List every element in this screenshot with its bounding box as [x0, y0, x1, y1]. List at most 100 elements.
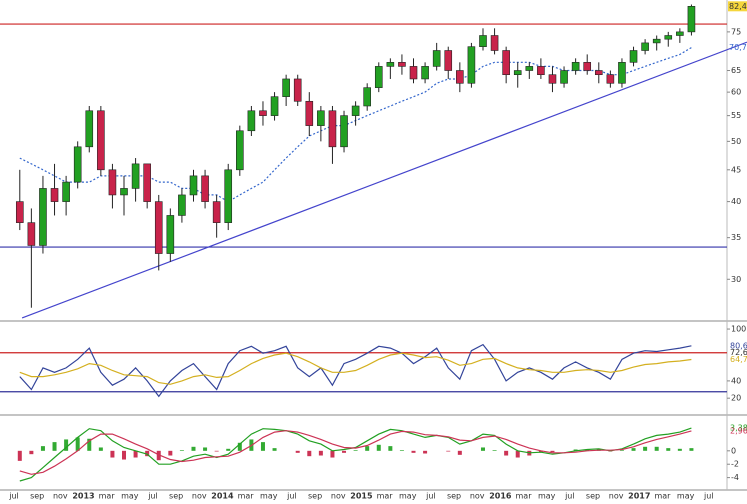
- last-price-label: 82,45: [729, 2, 747, 11]
- histogram-bar: [179, 450, 184, 451]
- candle-body: [351, 105, 360, 116]
- candle-body: [652, 38, 661, 44]
- histogram-bar: [515, 450, 520, 458]
- histogram-bar: [122, 450, 127, 460]
- x-tick-label: sep: [30, 492, 44, 501]
- histogram-bar: [133, 450, 138, 458]
- y-tick-label: -2: [731, 460, 739, 469]
- x-tick-label: jul: [564, 492, 575, 501]
- series-last-label: 2,969: [730, 426, 747, 435]
- y-tick-label: 75: [731, 27, 741, 36]
- candle-body: [236, 130, 244, 171]
- histogram-bar: [98, 447, 103, 451]
- histogram-bar: [411, 450, 416, 453]
- candle-body: [676, 31, 684, 36]
- series-last-label: 80,63: [730, 341, 747, 350]
- candle-body: [62, 181, 70, 202]
- candle-body: [363, 87, 371, 107]
- histogram-bar: [29, 450, 34, 455]
- candle-body: [50, 188, 59, 202]
- histogram-bar: [677, 448, 682, 451]
- histogram-bar: [226, 448, 231, 451]
- histogram-bar: [376, 444, 381, 451]
- histogram-bar: [295, 450, 300, 453]
- candle-body: [525, 66, 534, 71]
- histogram-bar: [689, 448, 694, 451]
- histogram-bar: [643, 446, 648, 451]
- candle-body: [317, 110, 325, 126]
- trend-line: [21, 41, 747, 319]
- histogram-bar: [145, 450, 150, 457]
- histogram-bar: [353, 450, 358, 451]
- histogram-bar: [654, 446, 659, 451]
- x-tick-label: sep: [586, 492, 600, 501]
- histogram-bar: [87, 438, 92, 451]
- x-tick-label: 2014: [211, 492, 234, 501]
- candle-body: [201, 175, 209, 202]
- candle-body: [73, 146, 82, 183]
- candle-body: [108, 169, 117, 196]
- candle-body: [85, 110, 94, 148]
- candle-body: [664, 35, 673, 40]
- x-tick-label: nov: [609, 492, 624, 501]
- candle-body: [178, 194, 186, 216]
- x-tick-label: nov: [470, 492, 485, 501]
- histogram-bar: [191, 446, 196, 451]
- y-tick-label: 40: [731, 197, 741, 206]
- candle-body: [444, 50, 453, 71]
- histogram-bar: [585, 449, 590, 451]
- candle-body: [502, 50, 510, 76]
- candle-body: [432, 50, 441, 67]
- x-tick-label: jul: [147, 492, 158, 501]
- histogram-bar: [399, 450, 404, 451]
- histogram-bar: [237, 442, 242, 451]
- y-tick-label: -4: [731, 473, 739, 482]
- candle-body: [548, 74, 557, 84]
- histogram-bar: [110, 450, 115, 458]
- candle-body: [421, 66, 429, 80]
- candle-body: [328, 110, 337, 148]
- candle-body: [467, 46, 476, 84]
- histogram-bar: [666, 448, 671, 451]
- histogram-bar: [330, 450, 335, 458]
- candle-body: [456, 70, 464, 84]
- indicator-line: [19, 352, 692, 385]
- x-tick-label: mar: [377, 492, 394, 501]
- histogram-bar: [538, 450, 543, 453]
- histogram-bar: [573, 449, 578, 451]
- candle-body: [143, 163, 151, 202]
- x-tick-label: 2015: [350, 492, 373, 501]
- candle-body: [212, 201, 221, 223]
- y-tick-label: 35: [731, 233, 741, 242]
- candle-body: [398, 62, 406, 67]
- x-tick-label: mar: [238, 492, 255, 501]
- candle-body: [131, 163, 140, 189]
- x-tick-label: may: [538, 492, 556, 501]
- histogram-bar: [307, 450, 312, 457]
- candle-body: [386, 62, 395, 67]
- histogram-bar: [446, 450, 451, 452]
- histogram-bar: [260, 442, 265, 451]
- histogram-bar: [342, 450, 347, 453]
- candle-body: [39, 188, 47, 246]
- macd-line: [19, 430, 692, 475]
- candle-body: [166, 215, 175, 254]
- candle-body: [120, 188, 128, 196]
- x-tick-label: sep: [169, 492, 183, 501]
- candle-body: [374, 66, 383, 88]
- candle-body: [606, 74, 615, 84]
- x-tick-label: may: [121, 492, 139, 501]
- histogram-bar: [457, 450, 462, 455]
- candle-body: [537, 66, 545, 76]
- candle-body: [27, 222, 36, 246]
- candle-body: [560, 70, 568, 84]
- reference-label: 72,60: [730, 348, 747, 357]
- y-tick-label: 50: [731, 137, 741, 146]
- histogram-bar: [318, 450, 323, 456]
- candle-body: [687, 6, 696, 33]
- histogram-bar: [619, 450, 624, 451]
- indicator-line: [19, 343, 692, 398]
- series-last-label: 3,385: [730, 424, 747, 433]
- x-tick-label: nov: [192, 492, 207, 501]
